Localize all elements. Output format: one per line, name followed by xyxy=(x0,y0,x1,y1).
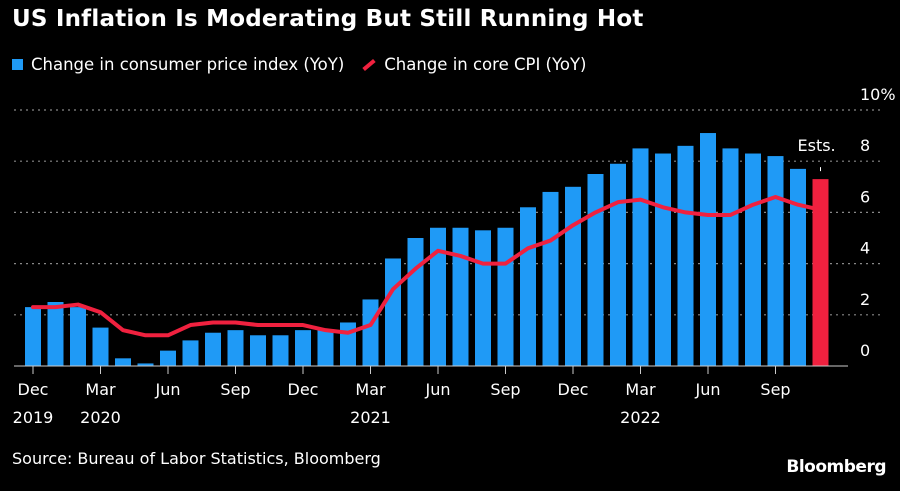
bloomberg-logo: Bloomberg xyxy=(786,457,886,477)
cpi-bar xyxy=(47,302,64,366)
cpi-bar xyxy=(295,330,311,366)
cpi-bar xyxy=(250,335,266,366)
x-tick-month: Mar xyxy=(625,380,656,399)
x-tick-month: Jun xyxy=(695,380,721,399)
cpi-bar xyxy=(25,307,41,366)
cpi-bar xyxy=(272,335,289,366)
legend-line-label: Change in core CPI (YoY) xyxy=(384,55,587,74)
y-tick-label: 2 xyxy=(860,290,870,309)
cpi-bar xyxy=(700,133,716,366)
x-tick-month: Sep xyxy=(490,380,520,399)
cpi-bar xyxy=(565,186,581,366)
cpi-bar xyxy=(790,168,806,366)
cpi-bar xyxy=(452,227,469,366)
x-tick-year: 2022 xyxy=(620,408,661,427)
cpi-bar xyxy=(70,307,86,366)
cpi-bar xyxy=(677,145,694,366)
x-tick-month: Jun xyxy=(425,380,451,399)
cpi-bar xyxy=(205,332,221,366)
cpi-bar xyxy=(475,230,491,366)
cpi-bar xyxy=(587,174,604,366)
legend-bar-swatch xyxy=(12,59,23,70)
cpi-bar xyxy=(362,299,379,366)
x-tick-month: Sep xyxy=(220,380,250,399)
y-tick-label: 4 xyxy=(860,239,870,258)
y-tick-label: 10% xyxy=(860,85,896,104)
cpi-bar xyxy=(632,148,649,366)
x-tick-month: Mar xyxy=(355,380,386,399)
legend: Change in consumer price index (YoY) Cha… xyxy=(12,55,587,74)
cpi-bar xyxy=(115,358,131,366)
x-tick-month: Dec xyxy=(288,380,319,399)
core-cpi-line xyxy=(31,195,823,338)
x-tick-month: Dec xyxy=(558,380,589,399)
cpi-bar xyxy=(137,363,154,366)
x-tick-month: Dec xyxy=(18,380,49,399)
estimate-annotation: Ests. xyxy=(798,136,836,155)
legend-bar-label: Change in consumer price index (YoY) xyxy=(31,55,345,74)
cpi-bar xyxy=(430,227,446,366)
cpi-bar xyxy=(92,327,109,366)
cpi-bar xyxy=(407,238,424,366)
chart-title: US Inflation Is Moderating But Still Run… xyxy=(12,6,644,32)
cpi-bar xyxy=(160,350,176,366)
y-tick-label: 6 xyxy=(860,187,870,206)
cpi-bar xyxy=(655,153,671,366)
x-tick-month: Jun xyxy=(155,380,181,399)
cpi-bar xyxy=(745,153,761,366)
y-tick-label: 8 xyxy=(860,136,870,155)
cpi-bar xyxy=(520,207,536,366)
cpi-bar xyxy=(317,330,334,366)
cpi-bar xyxy=(497,227,514,366)
y-tick-label: 0 xyxy=(860,341,870,360)
cpi-bar xyxy=(542,191,559,366)
cpi-bar xyxy=(722,148,739,366)
x-tick-year: 2020 xyxy=(80,408,121,427)
cpi-bar xyxy=(227,330,244,366)
cpi-bar xyxy=(182,340,199,366)
x-tick-month: Sep xyxy=(760,380,790,399)
estimate-bar xyxy=(812,179,829,366)
source-note: Source: Bureau of Labor Statistics, Bloo… xyxy=(12,449,381,468)
x-tick-month: Mar xyxy=(85,380,116,399)
cpi-bar xyxy=(767,156,784,366)
x-tick-year: 2021 xyxy=(350,408,391,427)
cpi-bar xyxy=(385,258,401,366)
x-tick-year: 2019 xyxy=(13,408,54,427)
cpi-bar xyxy=(610,163,626,366)
